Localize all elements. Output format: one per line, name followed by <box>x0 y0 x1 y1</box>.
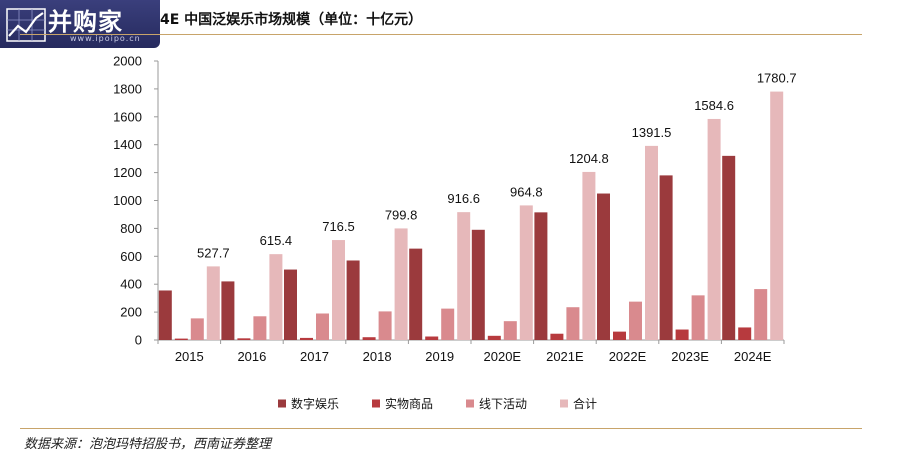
x-tick-label: 2022E <box>609 349 647 364</box>
data-label: 716.5 <box>322 219 355 234</box>
bar-3-2024E <box>754 289 768 340</box>
y-tick-label: 400 <box>120 277 142 292</box>
bar-2-2024E <box>738 327 752 340</box>
chart-title: 4E 中国泛娱乐市场规模（单位：十亿元） <box>160 12 423 28</box>
bar-4-2023E <box>707 118 721 340</box>
y-tick-label: 800 <box>120 221 142 236</box>
x-tick-label: 2016 <box>237 349 266 364</box>
x-tick-label: 2015 <box>175 349 204 364</box>
legend-swatch <box>560 399 568 408</box>
bar-1-2024E <box>722 155 736 340</box>
bar-1-2023E <box>659 175 673 340</box>
logo: 并购家 www.ipoipo.cn <box>0 0 160 48</box>
bar-2-2021E <box>550 333 564 340</box>
bar-3-2017 <box>316 313 329 340</box>
bar-4-2021E <box>582 171 596 340</box>
x-tick-label: 2018 <box>363 349 392 364</box>
chart-data-labels: 527.7 615.4 716.5 799.8 916.6 964.8 1204.8 1391… <box>197 71 797 261</box>
y-tick-label: 0 <box>135 333 142 348</box>
bar-2-2022E <box>613 331 626 340</box>
bar-4-2019 <box>457 212 471 340</box>
bar-3-2018 <box>378 311 392 340</box>
legend-label: 合计 <box>573 396 597 411</box>
x-tick-label: 2021E <box>546 349 584 364</box>
x-tick-label: 2023E <box>671 349 709 364</box>
x-tick-label: 2019 <box>425 349 454 364</box>
bar-4-2020E <box>519 205 533 340</box>
y-tick-label: 200 <box>120 305 142 320</box>
logo-url: www.ipoipo.cn <box>70 34 141 43</box>
y-tick-label: 1200 <box>113 165 142 180</box>
bar-3-2020E <box>503 321 517 340</box>
y-tick-label: 1800 <box>113 81 142 96</box>
bar-1-2020E <box>471 229 485 340</box>
bottom-divider <box>20 428 862 429</box>
chart-legend: 数字娱乐 实物商品 线下活动 合计 <box>278 396 597 411</box>
bar-4-2018 <box>394 228 408 340</box>
data-label: 1391.5 <box>632 125 672 140</box>
data-label: 527.7 <box>197 245 230 260</box>
bar-4-2022E <box>645 145 658 340</box>
bar-2-2018 <box>362 337 376 340</box>
y-tick-label: 1600 <box>113 109 142 124</box>
bar-1-2019 <box>409 248 423 340</box>
data-label: 1780.7 <box>757 71 797 86</box>
legend-swatch <box>466 399 474 408</box>
bar-1-2015 <box>158 290 172 340</box>
bar-2-2019 <box>425 336 439 340</box>
y-tick-label: 2000 <box>113 54 142 69</box>
bar-2-2016 <box>237 338 251 340</box>
bar-4-2017 <box>332 240 345 340</box>
y-tick-label: 600 <box>120 249 142 264</box>
top-divider <box>20 34 862 35</box>
legend-label: 数字娱乐 <box>291 396 339 411</box>
x-tick-label: 2017 <box>300 349 329 364</box>
bar-4-2016 <box>269 254 283 340</box>
bar-3-2021E <box>566 307 580 340</box>
data-label: 1204.8 <box>569 151 609 166</box>
bar-2-2020E <box>487 335 501 340</box>
bar-1-2016 <box>221 281 235 340</box>
bar-4-2024E <box>770 91 784 340</box>
chart-bars <box>158 91 784 340</box>
x-tick-label: 2020E <box>484 349 522 364</box>
legend-label: 实物商品 <box>385 396 433 411</box>
legend-swatch <box>278 399 286 408</box>
bar-4-2015 <box>206 266 220 340</box>
bar-2-2023E <box>675 329 689 340</box>
data-label: 1584.6 <box>694 98 734 113</box>
bar-1-2018 <box>346 260 360 340</box>
data-label: 916.6 <box>447 191 480 206</box>
bar-3-2019 <box>441 308 455 340</box>
data-label: 964.8 <box>510 184 543 199</box>
source-note: 数据来源：泡泡玛特招股书，西南证券整理 <box>24 437 272 452</box>
logo-text: 并购家 <box>48 8 123 36</box>
bar-1-2022E <box>597 193 610 340</box>
y-tick-label: 1400 <box>113 137 142 152</box>
legend-swatch <box>372 399 380 408</box>
bar-3-2023E <box>691 295 705 340</box>
legend-label: 线下活动 <box>479 397 527 411</box>
logo-chart-icon <box>6 8 46 42</box>
x-tick-label: 2024E <box>734 349 772 364</box>
y-tick-label: 1000 <box>113 193 142 208</box>
data-label: 799.8 <box>385 207 418 222</box>
bar-3-2016 <box>253 316 267 340</box>
bar-2-2017 <box>300 337 313 340</box>
bar-3-2022E <box>629 301 642 340</box>
bar-3-2015 <box>190 318 204 340</box>
bar-1-2017 <box>284 269 297 340</box>
bar-1-2021E <box>534 212 548 340</box>
bar-2-2015 <box>174 338 188 340</box>
data-label: 615.4 <box>260 233 293 248</box>
